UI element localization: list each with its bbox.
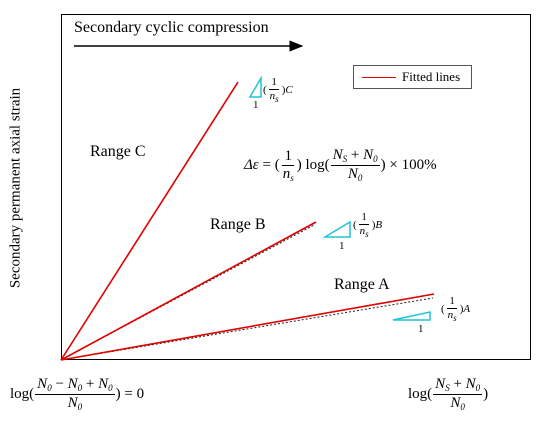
top-caption: Secondary cyclic compression — [74, 19, 269, 36]
strain-formula: Δε = (1 ns) log(NS + N0 N0) × 100% — [244, 147, 437, 183]
range-c-slope-label: (1 ns)C — [263, 76, 293, 104]
range-b-label: Range B — [210, 216, 266, 233]
legend-line-swatch — [362, 77, 396, 78]
x-axis-end-label: log(NS + N0 N0) — [408, 376, 489, 412]
range-b-triangle-side-label: 1 — [339, 240, 345, 252]
range-a-triangle-side-label: 1 — [418, 323, 424, 335]
range-c-label: Range C — [90, 143, 146, 160]
range-c-triangle-side-label: 1 — [253, 99, 259, 111]
range-a-slope-label: (1 ns)A — [441, 295, 471, 323]
range-a-label: Range A — [334, 276, 390, 293]
legend-label: Fitted lines — [402, 69, 461, 84]
legend: Fitted lines — [353, 65, 472, 89]
x-axis-origin-label: log(N0 − N0 + N0 N0) = 0 — [10, 376, 145, 412]
range-b-slope-label: (1 ns)B — [353, 211, 383, 239]
y-axis-label: Secondary permanent axial strain — [7, 87, 24, 289]
